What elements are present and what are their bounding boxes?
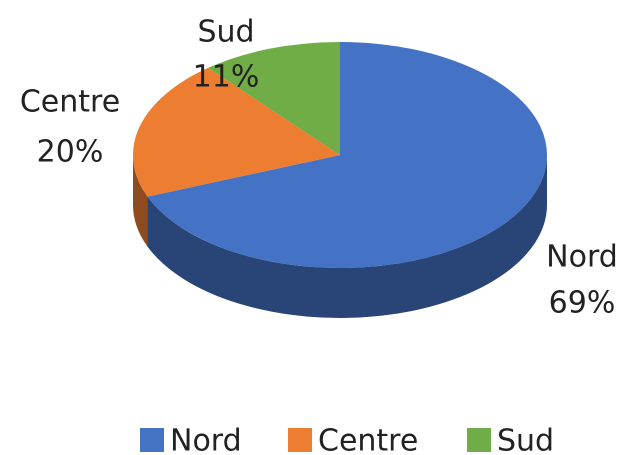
slice	[147, 42, 547, 269]
data-label-value: 69%	[549, 286, 616, 321]
legend-label: Nord	[170, 424, 242, 455]
data-label-value: 11%	[193, 60, 260, 95]
legend-swatch	[140, 428, 164, 452]
legend-swatch	[467, 428, 491, 452]
data-label-value: 20%	[37, 135, 104, 170]
data-label-name: Nord	[546, 240, 618, 275]
data-label-name: Centre	[20, 85, 120, 120]
legend-swatch	[288, 428, 312, 452]
slice-side	[133, 155, 148, 247]
slice-side	[147, 155, 548, 318]
legend-label: Sud	[497, 424, 554, 455]
legend-label: Centre	[318, 424, 418, 455]
slice	[133, 67, 340, 197]
data-label-name: Sud	[197, 15, 254, 50]
slice	[208, 42, 340, 155]
